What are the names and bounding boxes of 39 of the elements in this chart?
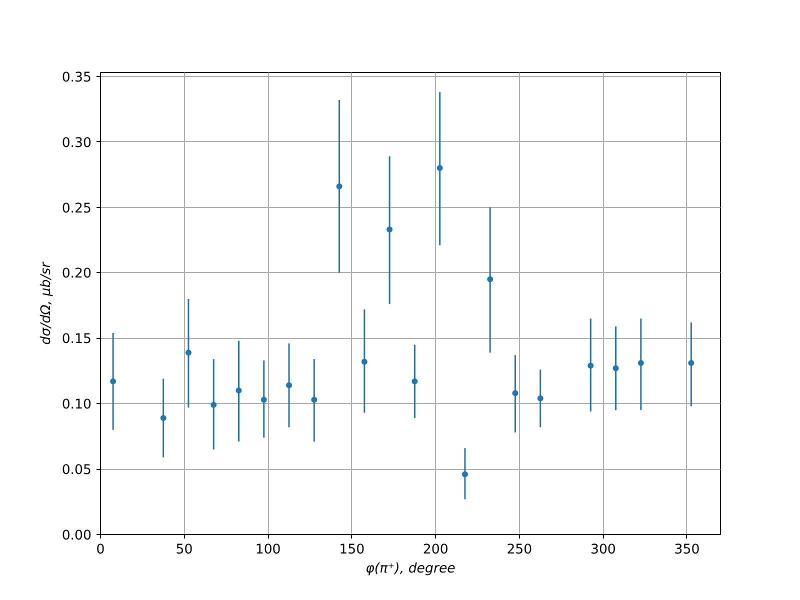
point <box>236 388 242 394</box>
y-tick-label: 0.30 <box>62 136 92 151</box>
y-tick-label: 0.25 <box>62 201 92 216</box>
x-tick-label: 50 <box>176 542 193 558</box>
y-tick-label: 0.20 <box>62 266 92 282</box>
x-tick-label: 250 <box>506 542 532 558</box>
x-axis-title: φ(π⁺), degree <box>366 562 456 576</box>
point <box>110 378 116 384</box>
point <box>160 415 166 422</box>
y-tick-label: 0.35 <box>62 70 92 86</box>
point <box>638 360 644 366</box>
y-tick-label: 0.05 <box>62 463 92 478</box>
x-tick-label: 200 <box>422 542 448 558</box>
point <box>286 382 292 388</box>
x-tick-label: 350 <box>674 542 700 558</box>
point <box>612 365 619 372</box>
point <box>185 350 192 356</box>
y-axis-title: dσ/dΩ, μb/sr <box>38 260 54 345</box>
point <box>688 360 694 366</box>
y-tick-label: 0.15 <box>62 332 92 348</box>
x-tick-label: 300 <box>590 542 616 558</box>
point <box>361 358 368 365</box>
y-tick-label: 0.00 <box>62 528 92 544</box>
point <box>436 165 443 172</box>
point <box>588 362 594 369</box>
point <box>336 183 342 190</box>
x-tick-label: 150 <box>339 542 365 558</box>
point <box>462 471 468 478</box>
point <box>260 396 267 403</box>
y-tick-label: 0.10 <box>62 398 92 413</box>
point <box>412 378 418 384</box>
x-tick-label: 100 <box>255 542 281 558</box>
point <box>311 396 318 403</box>
point <box>512 390 518 396</box>
point <box>487 276 494 282</box>
point <box>210 402 217 408</box>
x-tick-label: 0 <box>96 542 105 558</box>
point <box>537 395 544 402</box>
point <box>386 226 393 233</box>
